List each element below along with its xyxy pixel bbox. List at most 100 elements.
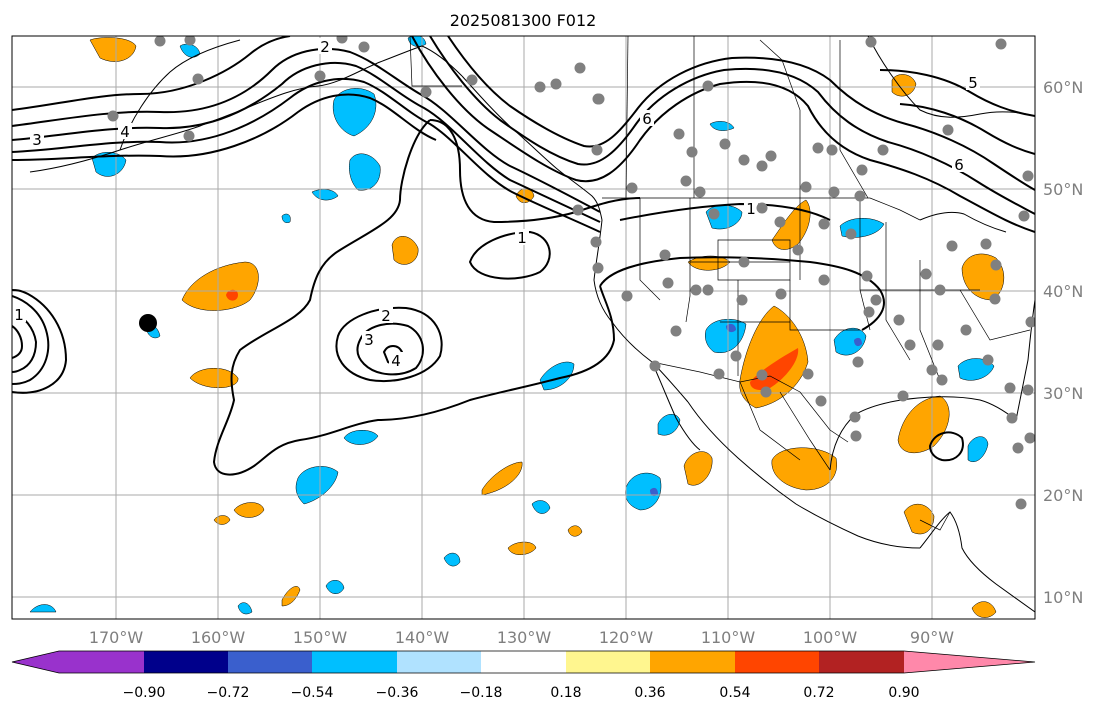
station-dot — [756, 202, 768, 214]
station-dot — [926, 364, 938, 376]
colorbar-swatch — [735, 651, 819, 673]
contour-line-east — [447, 36, 1035, 191]
positive-anomaly-patch — [897, 395, 950, 453]
lat-label: 30°N — [1043, 384, 1083, 403]
station-markers — [107, 36, 1035, 510]
station-dot — [980, 238, 992, 250]
contour-line-north — [12, 77, 601, 233]
contour-line-1 — [468, 230, 551, 280]
contour-label: 2 — [381, 307, 391, 325]
station-dot — [818, 218, 830, 230]
station-dot — [534, 81, 546, 93]
contour-label: 3 — [32, 131, 42, 149]
lat-label: 40°N — [1043, 282, 1083, 301]
colorbar-swatch — [650, 651, 735, 673]
station-dot — [850, 430, 862, 442]
contour-line-east — [429, 36, 1035, 215]
contour-label: 1 — [517, 229, 527, 247]
station-dot — [1018, 210, 1030, 222]
station-dot — [572, 204, 584, 216]
station-dot — [932, 339, 944, 351]
station-dot — [708, 208, 720, 220]
station-dot — [877, 144, 889, 156]
contour-label: 1 — [14, 306, 24, 324]
state-border — [685, 198, 691, 323]
bc-coast — [461, 75, 603, 221]
colorbar-swatch — [59, 651, 144, 673]
colorbar-extend-min — [12, 651, 59, 673]
station-dot — [550, 78, 562, 90]
station-dot — [760, 386, 772, 398]
contour-line-3 — [356, 322, 424, 376]
station-dot — [1022, 170, 1034, 182]
contour-line-north — [12, 61, 601, 223]
negative-anomaly-patch — [833, 328, 867, 356]
colorbar-tick-label: −0.36 — [376, 685, 419, 701]
negative-anomaly-patch — [343, 430, 379, 445]
station-dot — [590, 236, 602, 248]
station-dot — [702, 80, 714, 92]
station-dot — [852, 356, 864, 368]
lat-label: 60°N — [1043, 78, 1083, 97]
contour-line-edge — [12, 325, 24, 359]
positive-anomaly-patch — [771, 447, 838, 491]
station-dot — [920, 268, 932, 280]
station-dot — [690, 284, 702, 296]
station-dot — [982, 354, 994, 366]
colorbar-tick-label: −0.72 — [207, 685, 250, 701]
station-dot — [995, 38, 1007, 50]
mexico-state-border — [739, 381, 801, 461]
station-dot — [826, 144, 838, 156]
station-dot — [738, 154, 750, 166]
station-dot — [713, 368, 725, 380]
contour-label: 6 — [954, 156, 964, 174]
station-dot — [828, 186, 840, 198]
station-dot — [800, 181, 812, 193]
positive-anomaly-patch — [181, 261, 259, 311]
contour-line-north — [12, 47, 601, 213]
station-dot — [184, 36, 196, 46]
negative-anomaly-patch — [237, 602, 253, 615]
contours — [12, 36, 1035, 476]
station-dot — [621, 290, 633, 302]
contour-line-1 — [212, 119, 616, 476]
station-dot — [673, 128, 685, 140]
station-dot — [989, 293, 1001, 305]
station-dot — [1006, 412, 1018, 424]
negative-anomaly-patch — [325, 580, 345, 594]
station-dot — [649, 360, 661, 372]
lon-label: 110°W — [701, 628, 756, 647]
station-dot — [1025, 316, 1035, 328]
positive-anomaly-patch — [515, 188, 535, 203]
negative-anomaly-patch — [539, 361, 575, 391]
station-dot — [466, 74, 478, 86]
longitude-labels: 170°W 160°W 150°W 140°W 130°W 120°W 110°… — [89, 628, 954, 647]
station-dot — [680, 175, 692, 187]
colorbar-tick-label: −0.90 — [123, 685, 166, 701]
station-dot — [904, 339, 916, 351]
station-dot — [942, 124, 954, 136]
station-dot — [626, 182, 638, 194]
lon-label: 140°W — [395, 628, 450, 647]
station-dot — [314, 70, 326, 82]
contour-line-east — [619, 202, 831, 221]
colorbar-tick-label: 0.54 — [719, 685, 750, 701]
map-panel: 1 2 3 4 3 4 5 6 6 1 1 2 — [12, 36, 1035, 619]
state-border — [885, 222, 911, 361]
province-border — [625, 36, 629, 199]
negative-anomaly-patch — [657, 413, 681, 436]
buoy-marker — [139, 314, 157, 332]
station-dot — [574, 62, 586, 74]
station-dot — [1015, 498, 1027, 510]
contour-label: 4 — [120, 123, 130, 141]
mexico-west-coast — [687, 401, 921, 549]
station-dot — [336, 36, 348, 44]
station-dot — [936, 374, 948, 386]
station-dot — [736, 294, 748, 306]
negative-anomaly-patch — [705, 318, 747, 354]
latitude-labels: 60°N 50°N 40°N 30°N 20°N 10°N — [1043, 78, 1083, 607]
positive-anomaly-patch — [903, 504, 935, 535]
station-dot — [765, 150, 777, 162]
colorbar-swatch — [144, 651, 228, 673]
contour-labels: 1 2 3 4 3 4 5 6 6 1 1 2 — [12, 38, 980, 370]
